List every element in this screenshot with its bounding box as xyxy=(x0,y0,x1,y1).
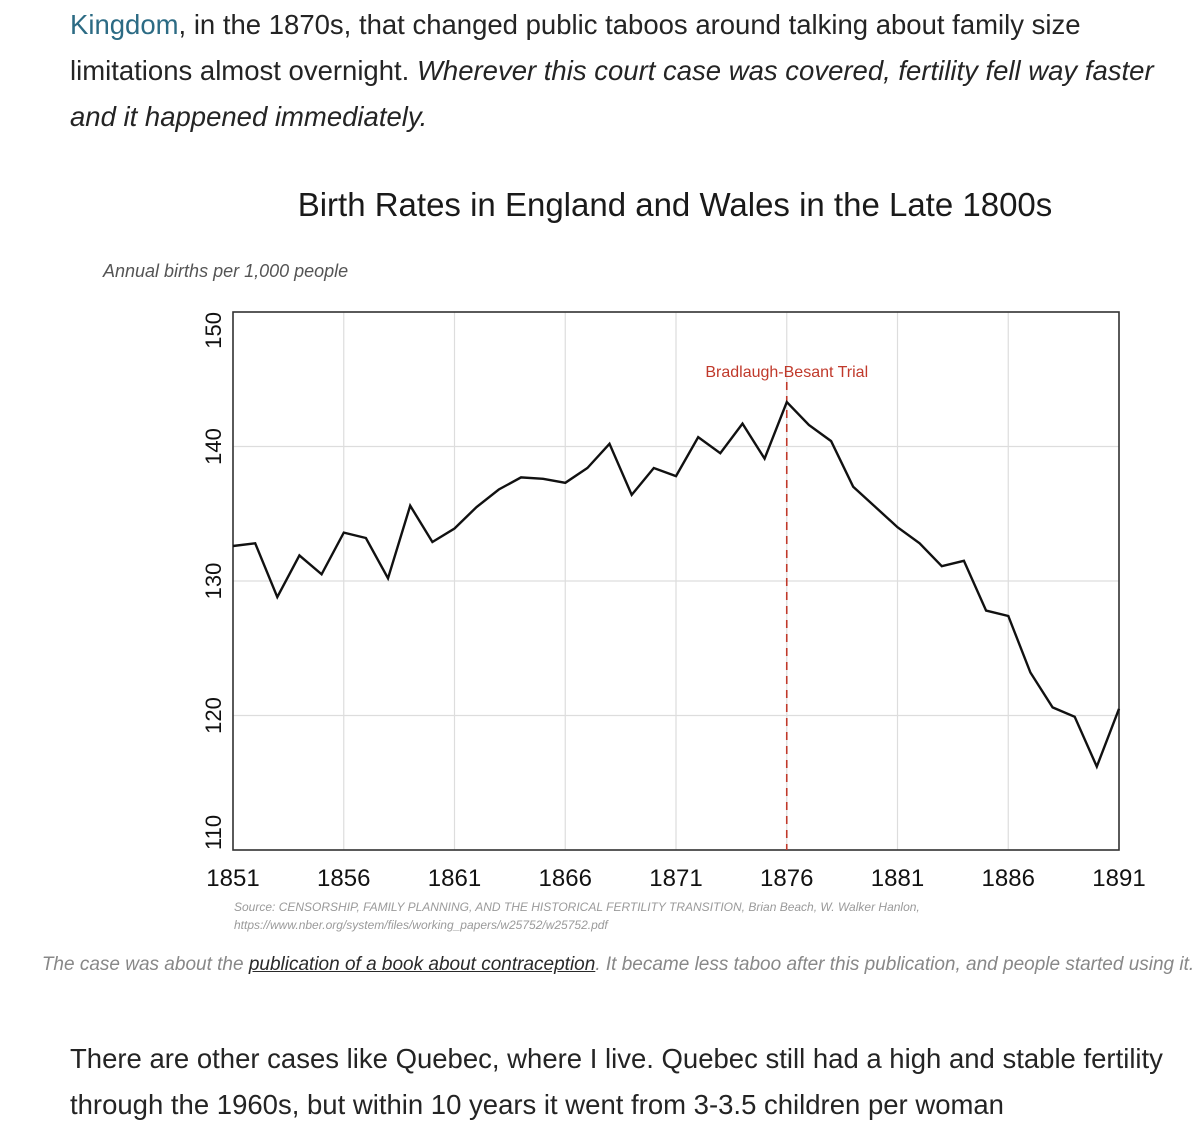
top-paragraph: Kingdom, in the 1870s, that changed publ… xyxy=(70,2,1170,140)
x-tick-label: 1871 xyxy=(649,865,702,892)
x-tick-label: 1876 xyxy=(760,865,813,892)
x-tick-label: 1891 xyxy=(1092,865,1145,892)
x-tick-label: 1881 xyxy=(871,865,924,892)
caption-text-before: The case was about the xyxy=(41,954,249,975)
y-axis-label: Annual births per 1,000 people xyxy=(103,261,349,281)
bottom-paragraph: There are other cases like Quebec, where… xyxy=(70,1043,1163,1120)
x-tick-label: 1851 xyxy=(206,865,259,892)
y-tick-label: 120 xyxy=(201,697,226,734)
source-note: Source: CENSORSHIP, FAMILY PLANNING, AND… xyxy=(234,898,920,934)
plot-frame xyxy=(232,311,1120,851)
y-tick-label: 150 xyxy=(201,312,226,349)
grid xyxy=(232,311,1120,851)
chart-title: Birth Rates in England and Wales in the … xyxy=(297,186,1053,223)
paragraph-text: , in the 1870s, that changed public tabo… xyxy=(70,9,1081,86)
kingdom-link[interactable]: Kingdom xyxy=(70,9,179,40)
caption-text-after: . It became less taboo after this public… xyxy=(595,954,1195,975)
x-tick-label: 1866 xyxy=(539,865,592,892)
y-tick-label: 140 xyxy=(201,428,226,465)
book-publication-link[interactable]: publication of a book about contraceptio… xyxy=(248,954,596,975)
x-tick-label: 1856 xyxy=(317,865,370,892)
annotation-label: Bradlaugh-Besant Trial xyxy=(705,364,868,381)
paragraph-italic-text: Wherever this court case was covered, fe… xyxy=(70,55,1154,132)
figure-caption: The case was about the publication of a … xyxy=(0,952,1200,978)
birth-rate-line xyxy=(232,399,1121,770)
x-tick-labels: 1851 1856 1861 1866 1871 1876 1881 1886 1891 xyxy=(206,865,1145,892)
annotation-layer: Bradlaugh-Besant Trial xyxy=(705,364,868,850)
x-tick-label: 1886 xyxy=(982,865,1035,892)
birth-rate-chart: Bradlaugh-Besant Trial 110 120 130 140 150 1… xyxy=(201,311,1146,892)
y-tick-labels: 110 120 130 140 150 xyxy=(201,312,226,850)
source-line-2: https://www.nber.org/system/files/workin… xyxy=(234,918,608,932)
y-tick-label: 130 xyxy=(201,563,226,600)
y-tick-label: 110 xyxy=(201,815,226,850)
source-line-1: Source: CENSORSHIP, FAMILY PLANNING, AND… xyxy=(234,900,920,914)
x-tick-label: 1861 xyxy=(428,865,481,892)
